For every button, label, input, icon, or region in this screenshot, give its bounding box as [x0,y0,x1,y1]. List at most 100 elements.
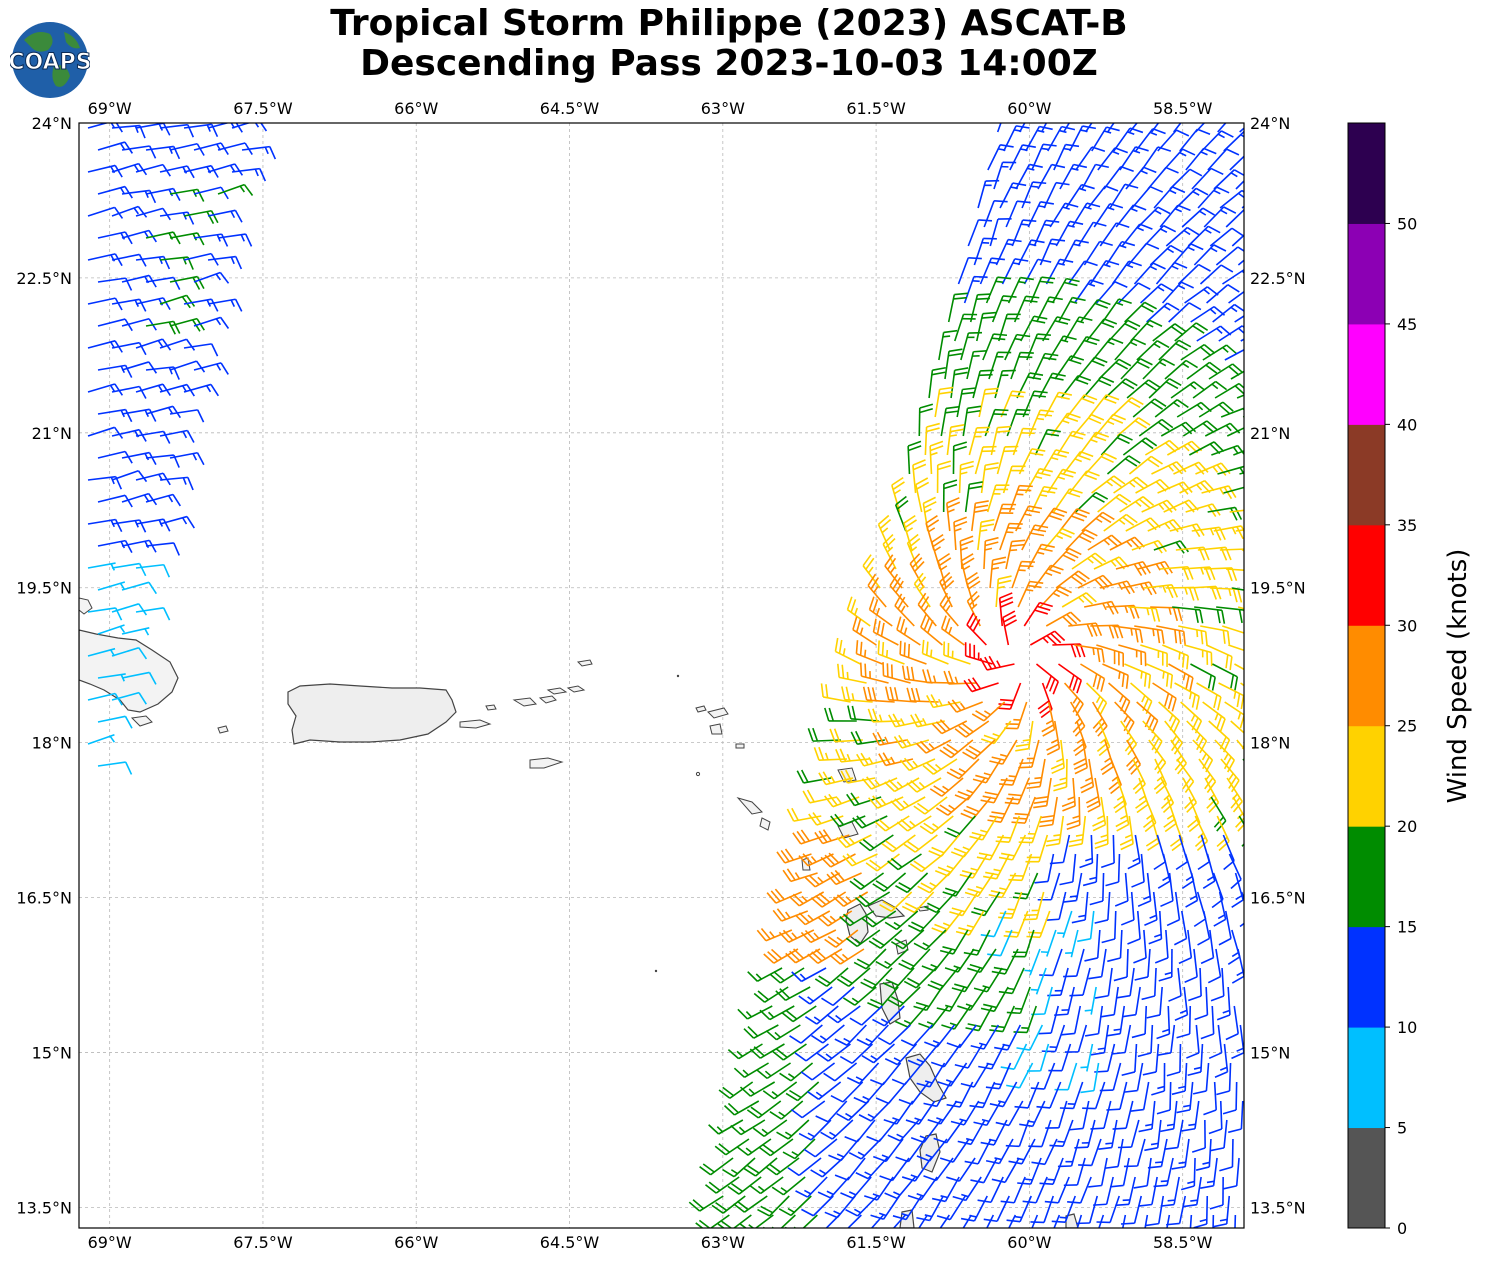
wind-barb [903,967,937,989]
wind-barb [1137,206,1171,228]
wind-barb [121,581,158,595]
wind-barb [982,333,1008,361]
barbados [1065,1213,1079,1228]
wind-barb [1076,1214,1083,1228]
wind-barb [1076,356,1108,380]
wind-barb [1214,1043,1229,1078]
wind-barb [1002,465,1026,494]
wind-barb [1108,319,1141,342]
lat-tick-label-left: 22.5°N [16,269,72,288]
wind-barb [1213,525,1244,540]
wind-barb [1231,948,1244,984]
wind-barb [159,429,195,443]
wind-barb [1000,1043,1028,1070]
wind-barb [1033,777,1052,809]
wind-barb [1195,462,1231,476]
wind-barb [907,910,941,933]
wind-barb [1218,682,1244,710]
wind-barb [907,440,922,475]
wind-barb [1137,872,1152,907]
wind-barb [1231,1024,1244,1060]
colorbar-tick-label: 40 [1397,415,1417,434]
wind-barb [1131,185,1164,209]
wind-barb [1171,1062,1188,1096]
wind-barb [169,142,205,156]
wind-barb [906,777,942,793]
wind-barb [1096,1195,1121,1224]
wind-barb [867,573,887,608]
wind-barb [957,256,982,285]
wind-barb [1071,552,1107,570]
wind-barb [1156,1005,1171,1040]
wind-barb [1233,450,1244,456]
wind-barb [855,1157,888,1180]
wind-barb [1009,144,1036,171]
wind-barb [1172,606,1204,624]
wind-barb [1157,1024,1176,1056]
wind-barb [1145,1195,1165,1227]
wind-barbs-layer [87,123,1244,1228]
wind-barb [1231,872,1244,908]
wind-barb [1026,758,1046,790]
lat-tick-label-left: 18°N [32,734,72,753]
wind-barb [1122,986,1141,1018]
wind-barb [909,853,944,873]
wind-barb [1191,167,1224,190]
wind-barb [1061,1005,1082,1036]
wind-barb [1124,301,1157,323]
wind-barb [815,1100,848,1123]
wind-barb [781,1005,817,1023]
wind-barb [1176,1005,1192,1039]
wind-barb [1082,1081,1106,1110]
wind-barb [97,539,133,554]
wind-barb [1102,298,1132,323]
wind-barb [846,1062,880,1085]
wind-barb [217,183,254,196]
wind-barb [896,815,932,832]
wind-barb [980,986,1009,1013]
wind-barb [944,815,976,838]
wind-barb [1161,281,1194,304]
wind-barb [1058,663,1083,694]
wind-barb [1062,872,1083,903]
wind-barb [794,1043,829,1062]
colorbar-tick-label: 30 [1397,616,1417,635]
wind-barb [1043,527,1075,551]
wind-barb [1162,644,1190,670]
wind-barb [1234,663,1244,671]
wind-barb [996,445,1019,475]
wind-barb [800,1062,836,1081]
wind-barb [853,1081,886,1104]
wind-barb [983,200,1008,228]
wind-barb [966,612,987,646]
wind-barb [844,1119,876,1143]
wind-barb [1006,1195,1032,1223]
wind-barb [1085,123,1093,133]
wind-barb [111,253,147,267]
wind-barb [705,1176,740,1194]
wind-barb [924,422,940,456]
wind-barb [135,338,172,351]
wind-barb [1123,1138,1146,1168]
wind-barb [940,615,965,646]
wind-barb [995,815,1021,843]
wind-barb [1187,1043,1204,1076]
wind-barb [1213,891,1227,927]
wind-barb [862,554,881,589]
wind-barb [879,891,913,913]
wind-barb [1202,344,1238,361]
wind-barb [917,592,937,627]
wind-barb [991,1157,1020,1184]
wind-barb [1120,891,1135,926]
colorbar-segment [1348,223,1385,325]
wind-barb [840,1176,872,1200]
virgin-islands [512,685,586,707]
wind-barb [1164,359,1198,380]
wind-barb [939,929,969,955]
wind-barb [903,834,938,853]
wind-barb [1096,644,1125,667]
wind-barb [958,460,974,494]
wind-barb [1127,910,1141,945]
wind-barb [845,929,881,948]
anguilla-st-martin [695,705,729,719]
